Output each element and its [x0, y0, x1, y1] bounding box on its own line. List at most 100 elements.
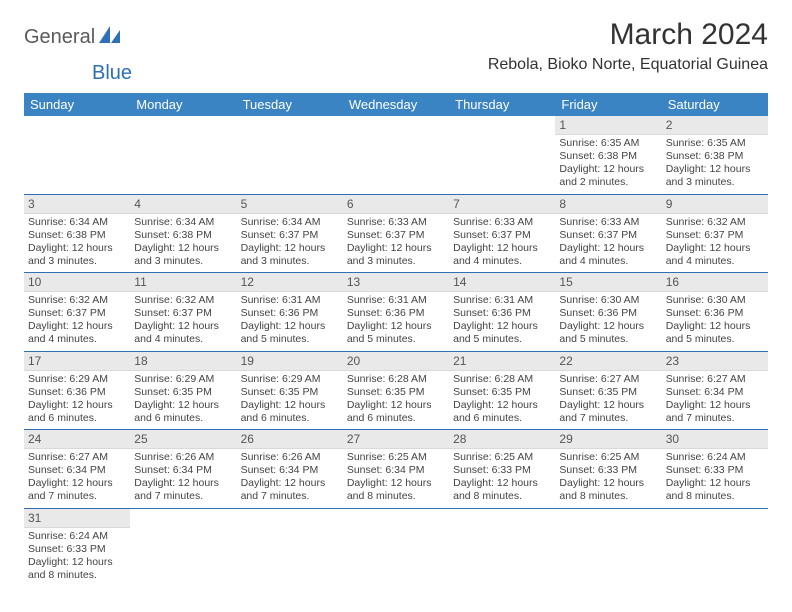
day-number: 19 [237, 352, 343, 371]
day-number: 28 [449, 430, 555, 449]
sunset-text: Sunset: 6:36 PM [559, 307, 657, 320]
calendar-day-cell [343, 508, 449, 586]
day-number: 30 [662, 430, 768, 449]
sunrise-text: Sunrise: 6:31 AM [347, 294, 445, 307]
daylight-text: Daylight: 12 hours and 8 minutes. [28, 556, 126, 582]
calendar-week-row: 24Sunrise: 6:27 AMSunset: 6:34 PMDayligh… [24, 430, 768, 509]
daylight-text: Daylight: 12 hours and 4 minutes. [134, 320, 232, 346]
calendar-day-cell: 2Sunrise: 6:35 AMSunset: 6:38 PMDaylight… [662, 116, 768, 194]
daylight-text: Daylight: 12 hours and 6 minutes. [453, 399, 551, 425]
sunset-text: Sunset: 6:38 PM [28, 229, 126, 242]
day-number: 22 [555, 352, 661, 371]
sunrise-text: Sunrise: 6:34 AM [28, 216, 126, 229]
day-details: Sunrise: 6:34 AMSunset: 6:38 PMDaylight:… [130, 214, 236, 273]
day-number: 23 [662, 352, 768, 371]
day-details: Sunrise: 6:25 AMSunset: 6:33 PMDaylight:… [449, 449, 555, 508]
day-number: 4 [130, 195, 236, 214]
sunset-text: Sunset: 6:37 PM [559, 229, 657, 242]
calendar-day-cell: 4Sunrise: 6:34 AMSunset: 6:38 PMDaylight… [130, 194, 236, 273]
sunset-text: Sunset: 6:37 PM [453, 229, 551, 242]
day-details: Sunrise: 6:33 AMSunset: 6:37 PMDaylight:… [449, 214, 555, 273]
day-number: 15 [555, 273, 661, 292]
sunrise-text: Sunrise: 6:33 AM [559, 216, 657, 229]
sunset-text: Sunset: 6:35 PM [134, 386, 232, 399]
weekday-header: Thursday [449, 93, 555, 116]
daylight-text: Daylight: 12 hours and 5 minutes. [559, 320, 657, 346]
calendar-day-cell: 22Sunrise: 6:27 AMSunset: 6:35 PMDayligh… [555, 351, 661, 430]
daylight-text: Daylight: 12 hours and 7 minutes. [241, 477, 339, 503]
calendar-day-cell: 19Sunrise: 6:29 AMSunset: 6:35 PMDayligh… [237, 351, 343, 430]
sunrise-text: Sunrise: 6:25 AM [347, 451, 445, 464]
sunset-text: Sunset: 6:37 PM [347, 229, 445, 242]
calendar-day-cell: 16Sunrise: 6:30 AMSunset: 6:36 PMDayligh… [662, 273, 768, 352]
sunset-text: Sunset: 6:37 PM [134, 307, 232, 320]
day-details: Sunrise: 6:28 AMSunset: 6:35 PMDaylight:… [343, 371, 449, 430]
day-number: 26 [237, 430, 343, 449]
sunset-text: Sunset: 6:36 PM [347, 307, 445, 320]
sunrise-text: Sunrise: 6:27 AM [666, 373, 764, 386]
sunrise-text: Sunrise: 6:31 AM [453, 294, 551, 307]
calendar-day-cell: 18Sunrise: 6:29 AMSunset: 6:35 PMDayligh… [130, 351, 236, 430]
daylight-text: Daylight: 12 hours and 3 minutes. [241, 242, 339, 268]
calendar-week-row: 10Sunrise: 6:32 AMSunset: 6:37 PMDayligh… [24, 273, 768, 352]
sunrise-text: Sunrise: 6:32 AM [28, 294, 126, 307]
calendar-day-cell [130, 508, 236, 586]
day-number: 29 [555, 430, 661, 449]
calendar-day-cell: 30 Sunrise: 6:24 AMSunset: 6:33 PMDayligh… [662, 430, 768, 509]
sunrise-text: Sunrise: 6:35 AM [666, 137, 764, 150]
sunrise-text: Sunrise: 6:25 AM [453, 451, 551, 464]
sunrise-text: Sunrise: 6:33 AM [347, 216, 445, 229]
day-details: Sunrise: 6:31 AMSunset: 6:36 PMDaylight:… [343, 292, 449, 351]
sunset-text: Sunset: 6:34 PM [241, 464, 339, 477]
daylight-text: Daylight: 12 hours and 4 minutes. [666, 242, 764, 268]
day-details: Sunrise: 6:32 AMSunset: 6:37 PMDaylight:… [662, 214, 768, 273]
daylight-text: Daylight: 12 hours and 8 minutes. [666, 477, 764, 503]
sunrise-text: Sunrise: 6:29 AM [28, 373, 126, 386]
sunset-text: Sunset: 6:33 PM [559, 464, 657, 477]
calendar-day-cell: 25Sunrise: 6:26 AMSunset: 6:34 PMDayligh… [130, 430, 236, 509]
day-details: Sunrise: 6:33 AMSunset: 6:37 PMDaylight:… [555, 214, 661, 273]
calendar-day-cell: 27Sunrise: 6:25 AMSunset: 6:34 PMDayligh… [343, 430, 449, 509]
day-number: 27 [343, 430, 449, 449]
day-number: 16 [662, 273, 768, 292]
day-number: 17 [24, 352, 130, 371]
day-number: 24 [24, 430, 130, 449]
daylight-text: Daylight: 12 hours and 6 minutes. [28, 399, 126, 425]
calendar-day-cell: 13Sunrise: 6:31 AMSunset: 6:36 PMDayligh… [343, 273, 449, 352]
day-details: Sunrise: 6:25 AMSunset: 6:33 PMDaylight:… [555, 449, 661, 508]
sunset-text: Sunset: 6:33 PM [453, 464, 551, 477]
calendar-day-cell: 10Sunrise: 6:32 AMSunset: 6:37 PMDayligh… [24, 273, 130, 352]
calendar-day-cell: 17Sunrise: 6:29 AMSunset: 6:36 PMDayligh… [24, 351, 130, 430]
day-details: Sunrise: 6:26 AMSunset: 6:34 PMDaylight:… [237, 449, 343, 508]
sunrise-text: Sunrise: 6:32 AM [134, 294, 232, 307]
calendar-day-cell [24, 116, 130, 194]
daylight-text: Daylight: 12 hours and 5 minutes. [347, 320, 445, 346]
sunrise-text: Sunrise: 6:31 AM [241, 294, 339, 307]
day-number: 6 [343, 195, 449, 214]
sunset-text: Sunset: 6:33 PM [28, 543, 126, 556]
sunset-text: Sunset: 6:34 PM [28, 464, 126, 477]
location-subtitle: Rebola, Bioko Norte, Equatorial Guinea [488, 56, 768, 74]
day-number: 13 [343, 273, 449, 292]
sunset-text: Sunset: 6:34 PM [666, 386, 764, 399]
day-number: 3 [24, 195, 130, 214]
sunset-text: Sunset: 6:37 PM [666, 229, 764, 242]
logo-text-blue: Blue [92, 62, 132, 84]
day-details: Sunrise: 6:32 AMSunset: 6:37 PMDaylight:… [24, 292, 130, 351]
calendar-day-cell [449, 508, 555, 586]
daylight-text: Daylight: 12 hours and 7 minutes. [559, 399, 657, 425]
sunrise-text: Sunrise: 6:34 AM [134, 216, 232, 229]
sunset-text: Sunset: 6:36 PM [241, 307, 339, 320]
sunrise-text: Sunrise: 6:30 AM [666, 294, 764, 307]
day-number: 18 [130, 352, 236, 371]
daylight-text: Daylight: 12 hours and 4 minutes. [28, 320, 126, 346]
calendar-day-cell: 29Sunrise: 6:25 AMSunset: 6:33 PMDayligh… [555, 430, 661, 509]
daylight-text: Daylight: 12 hours and 8 minutes. [453, 477, 551, 503]
calendar-day-cell [237, 116, 343, 194]
day-number: 10 [24, 273, 130, 292]
sunset-text: Sunset: 6:33 PM [666, 464, 764, 477]
day-details: Sunrise: 6:29 AMSunset: 6:36 PMDaylight:… [24, 371, 130, 430]
sunrise-text: Sunrise: 6:24 AM [666, 451, 764, 464]
day-number: 14 [449, 273, 555, 292]
calendar-day-cell: 1Sunrise: 6:35 AMSunset: 6:38 PMDaylight… [555, 116, 661, 194]
